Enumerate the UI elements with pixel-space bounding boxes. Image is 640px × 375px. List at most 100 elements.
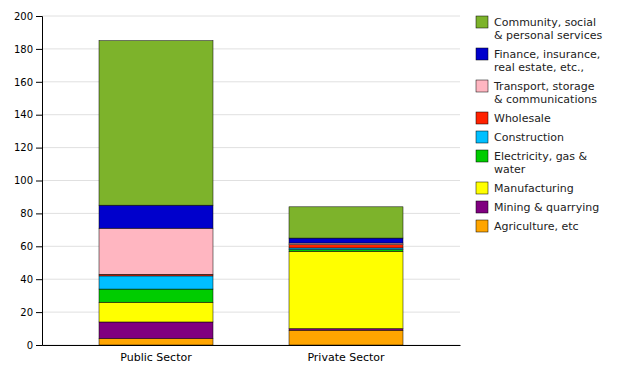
bar-segment — [99, 228, 213, 274]
legend-item: Agriculture, etc — [476, 220, 579, 233]
legend-item: Finance, insurance,real estate, etc., — [476, 48, 600, 74]
bar-segment — [99, 289, 213, 302]
legend-item: Community, social& personal services — [476, 16, 602, 42]
tick-mark — [36, 148, 42, 149]
tick: Public Sector — [120, 351, 192, 364]
legend-item: Transport, storage& communications — [476, 80, 597, 106]
x-axis: Public Sector Private Sector — [43, 346, 461, 364]
bar-segment — [99, 322, 213, 338]
legend-swatch — [476, 131, 488, 143]
legend-label-line: Transport, storage — [493, 80, 595, 93]
tick-label: 0 — [27, 340, 33, 351]
tick-label: 60 — [20, 241, 33, 252]
legend-label: Electricity, gas &water — [494, 150, 588, 176]
grid-line — [42, 16, 460, 17]
tick-mark — [36, 345, 42, 346]
legend-label-line: real estate, etc., — [494, 61, 584, 74]
legend-label: Mining & quarrying — [494, 201, 599, 214]
legend-label: Construction — [494, 131, 564, 144]
legend-label: Wholesale — [494, 112, 551, 125]
tick-label: 40 — [20, 274, 33, 285]
legend-label-line: Mining & quarrying — [494, 201, 599, 214]
tick: 60 — [20, 241, 42, 252]
bar-segment — [99, 338, 213, 345]
tick-label: 80 — [20, 208, 33, 219]
legend-label-line: Manufacturing — [494, 182, 574, 195]
legend-label-line: Finance, insurance, — [494, 48, 600, 61]
legend-label-line: Construction — [494, 131, 564, 144]
legend-label-line: & personal services — [494, 29, 602, 42]
legend-swatch — [476, 112, 488, 124]
legend-item: Mining & quarrying — [476, 201, 599, 214]
tick: 20 — [20, 307, 42, 318]
axis-line — [43, 345, 461, 346]
bar-segment — [99, 276, 213, 289]
tick: Private Sector — [307, 351, 385, 364]
tick: 0 — [27, 340, 42, 351]
legend-label-line: Community, social — [494, 16, 596, 29]
legend-swatch — [476, 80, 488, 92]
legend-swatch — [476, 16, 488, 28]
legend-label: Agriculture, etc — [494, 220, 579, 233]
bar-segment — [99, 205, 213, 228]
grid — [42, 16, 460, 345]
legend-swatch — [476, 220, 488, 232]
legend-swatch — [476, 182, 488, 194]
bar-segment — [289, 238, 403, 243]
legend-swatch — [476, 150, 488, 162]
tick: 140 — [14, 109, 42, 120]
bar-segment — [99, 302, 213, 322]
tick: 160 — [14, 77, 42, 88]
tick: 80 — [20, 208, 42, 219]
tick-mark — [36, 312, 42, 313]
series — [99, 41, 403, 238]
tick-label: 180 — [14, 44, 33, 55]
bar-segment — [289, 207, 403, 238]
plot: 0 20 40 60 80 100 120 140 160 180 200 Public Sector… — [14, 11, 461, 364]
chart-svg: 0 20 40 60 80 100 120 140 160 180 200 Public Sector… — [0, 0, 640, 375]
tick-label: Public Sector — [120, 351, 192, 364]
chart-container: 0 20 40 60 80 100 120 140 160 180 200 Public Sector… — [0, 0, 640, 375]
tick-mark — [36, 279, 42, 280]
tick-label: 140 — [14, 109, 33, 120]
legend-swatch — [476, 48, 488, 60]
tick-label: 160 — [14, 77, 33, 88]
tick: 200 — [14, 11, 42, 22]
y-axis: 0 20 40 60 80 100 120 140 160 180 200 — [14, 11, 43, 351]
bar-segment — [289, 245, 403, 248]
bar-segment — [289, 251, 403, 328]
legend-label-line: Wholesale — [494, 112, 551, 125]
tick-label: 20 — [20, 307, 33, 318]
legend-item: Wholesale — [476, 112, 551, 125]
tick-mark — [36, 181, 42, 182]
series — [99, 205, 403, 243]
tick-mark — [36, 82, 42, 83]
legend-label-line: water — [494, 163, 526, 176]
legend-label: Finance, insurance,real estate, etc., — [494, 48, 600, 74]
legend-item: Electricity, gas &water — [476, 150, 588, 176]
tick: 180 — [14, 44, 42, 55]
bar-segment — [99, 41, 213, 206]
legend-label-line: & communications — [494, 93, 597, 106]
tick-mark — [36, 49, 42, 50]
legend-item: Manufacturing — [476, 182, 574, 195]
tick-label: 200 — [14, 11, 33, 22]
legend-item: Construction — [476, 131, 564, 144]
tick-mark — [36, 213, 42, 214]
tick-mark — [36, 115, 42, 116]
legend-label-line: Agriculture, etc — [494, 220, 579, 233]
legend-swatch — [476, 201, 488, 213]
tick: 120 — [14, 142, 42, 153]
legend-label: Manufacturing — [494, 182, 574, 195]
legend-label-line: Electricity, gas & — [494, 150, 588, 163]
tick-label: Private Sector — [307, 351, 385, 364]
tick-label: 120 — [14, 142, 33, 153]
tick: 100 — [14, 175, 42, 186]
legend-label: Community, social& personal services — [494, 16, 602, 42]
legend: Community, social& personal services Fina… — [476, 16, 602, 233]
axis-line — [36, 17, 43, 346]
tick: 40 — [20, 274, 42, 285]
bar-segment — [289, 330, 403, 345]
tick-mark — [36, 246, 42, 247]
tick-label: 100 — [14, 175, 33, 186]
